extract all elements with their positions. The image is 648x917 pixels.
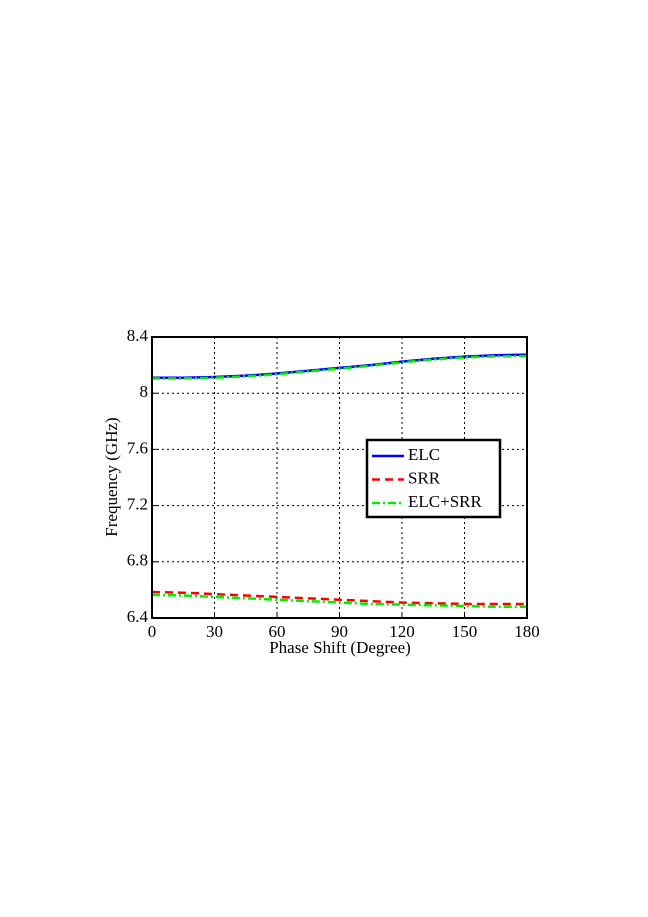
legend-label: ELC+SRR	[408, 492, 482, 511]
series-line	[151, 593, 527, 609]
x-tick-label: 30	[206, 622, 223, 641]
plot-frame	[151, 336, 528, 619]
y-tick-label: 6.8	[127, 551, 148, 570]
x-tick-label: 60	[269, 622, 286, 641]
x-tick-label: 150	[452, 622, 478, 641]
x-tick-label: 90	[331, 622, 348, 641]
x-tick-label: 0	[148, 622, 157, 641]
x-axis-label: Phase Shift (Degree)	[269, 638, 411, 657]
legend-label: ELC	[408, 445, 440, 464]
y-tick-label: 7.6	[127, 438, 148, 457]
y-tick-label: 7.2	[127, 495, 148, 514]
x-tick-label: 180	[514, 622, 540, 641]
series-line	[152, 354, 528, 380]
legend-label: SRR	[408, 468, 441, 487]
y-tick-label: 6.4	[127, 607, 149, 626]
y-tick-label: 8.4	[127, 326, 149, 345]
y-axis-label: Frequency (GHz)	[102, 417, 121, 536]
series-line	[151, 590, 527, 606]
y-tick-label: 8	[140, 382, 149, 401]
x-tick-label: 120	[389, 622, 415, 641]
